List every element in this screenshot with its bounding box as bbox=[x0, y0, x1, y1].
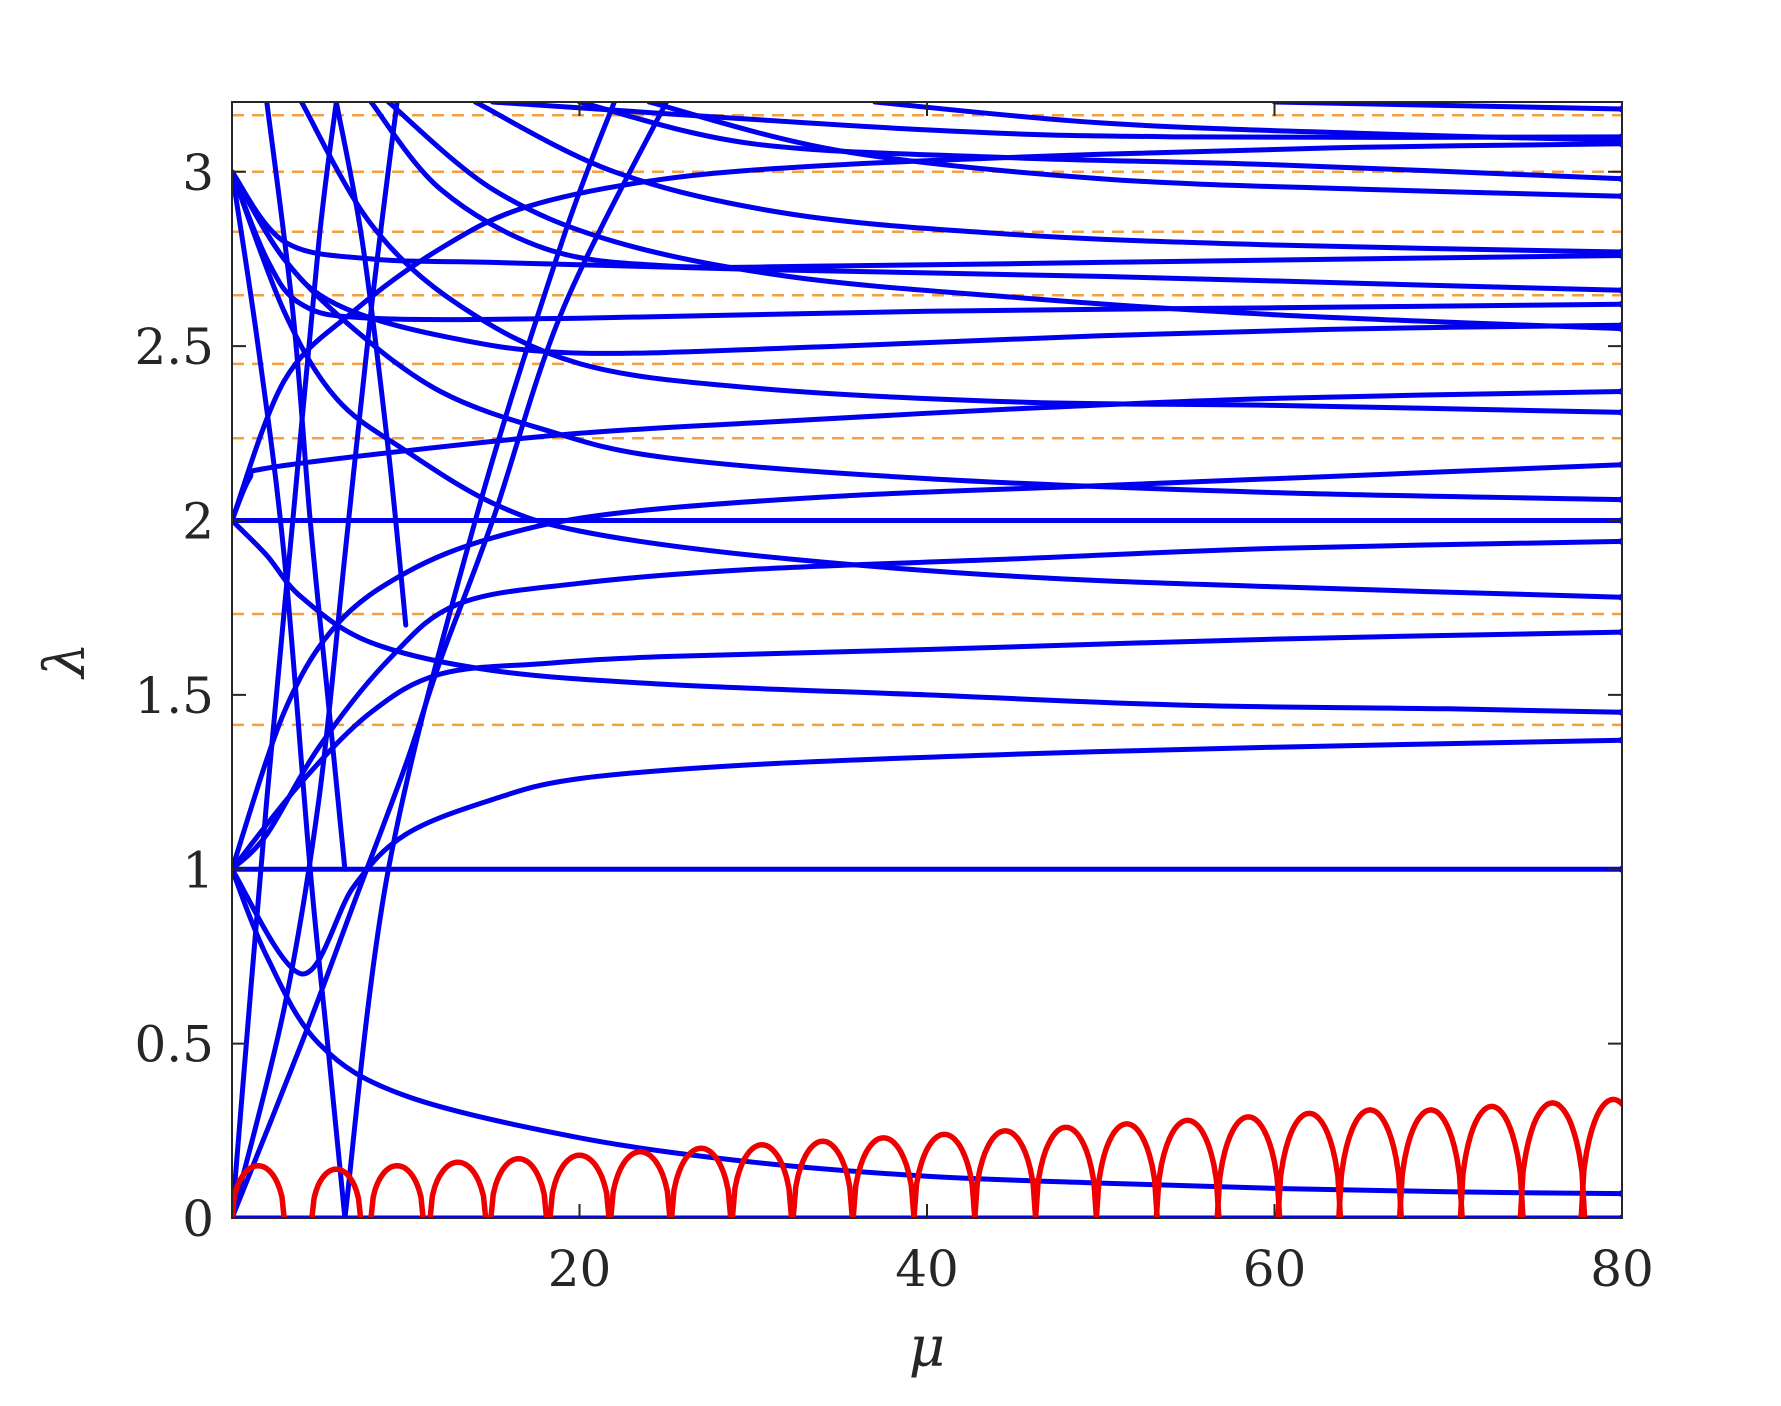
real-eigenvalue-curve-16 bbox=[368, 102, 1622, 270]
real-eigenvalue-curve-18 bbox=[299, 102, 1622, 415]
real-eigenvalue-curve-17 bbox=[472, 102, 1622, 255]
real-eigenvalue-curve-9 bbox=[232, 462, 1622, 872]
complex-eigenvalue-arc-6 bbox=[608, 1148, 673, 1218]
real-eigenvalue-curve-19 bbox=[385, 102, 1622, 332]
y-tick-labels-group: 0 0.5 1 1.5 2 2.5 3 bbox=[134, 144, 214, 1248]
y-tick-label-5: 2.5 bbox=[134, 318, 214, 376]
tick-marks-group bbox=[232, 102, 1623, 1219]
complex-eigenvalue-arc-2 bbox=[368, 1162, 426, 1218]
complex-eigenvalue-arc-9 bbox=[790, 1138, 856, 1218]
real-eigenvalue-curve-26 bbox=[342, 102, 617, 1218]
complex-eigenvalue-arc-5 bbox=[547, 1152, 612, 1218]
real-eigenvalue-curve-30 bbox=[232, 102, 400, 1218]
x-tick-labels-group: 20 40 60 80 bbox=[548, 1240, 1654, 1298]
complex-eigenvalue-arc-18 bbox=[1336, 1107, 1405, 1218]
complex-eigenvalue-arc-0 bbox=[232, 1162, 287, 1218]
complex-eigenvalue-arc-15 bbox=[1153, 1117, 1222, 1218]
x-tick-label-2: 60 bbox=[1243, 1240, 1307, 1298]
real-eigenvalue-curve-20 bbox=[577, 102, 1622, 182]
y-tick-label-6: 3 bbox=[182, 144, 214, 202]
real-eigenvalue-curve-31 bbox=[333, 102, 409, 628]
x-tick-label-3: 80 bbox=[1590, 1240, 1654, 1298]
complex-eigenvalue-arc-8 bbox=[729, 1142, 795, 1218]
complex-eigenvalue-arc-1 bbox=[309, 1166, 364, 1218]
complex-eigenvalue-arc-3 bbox=[427, 1159, 489, 1218]
x-tick-label-0: 20 bbox=[548, 1240, 612, 1298]
real-eigenvalue-curve-5 bbox=[232, 737, 1622, 977]
y-tick-label-1: 0.5 bbox=[134, 1016, 214, 1074]
complex-eigenvalue-arc-21 bbox=[1517, 1100, 1588, 1218]
real-eigenvalue-curves-group bbox=[232, 102, 1622, 1218]
x-axis-label: μ bbox=[909, 1315, 945, 1380]
complex-eigenvalue-arc-12 bbox=[972, 1128, 1039, 1218]
complex-eigenvalue-arc-13 bbox=[1032, 1124, 1100, 1218]
real-eigenvalue-curve-24 bbox=[1272, 102, 1622, 112]
y-axis-label: λ bbox=[33, 642, 98, 680]
real-eigenvalue-curve-28 bbox=[264, 102, 348, 872]
complex-eigenvalue-arc-16 bbox=[1214, 1114, 1283, 1218]
real-eigenvalue-curve-27 bbox=[232, 102, 339, 1218]
real-eigenvalue-curve-10 bbox=[232, 169, 1622, 503]
complex-eigenvalue-arc-4 bbox=[488, 1155, 550, 1218]
y-tick-label-2: 1 bbox=[182, 841, 214, 899]
real-eigenvalue-curve-8 bbox=[232, 169, 1622, 600]
real-eigenvalue-curve-29 bbox=[232, 102, 669, 1218]
complex-eigenvalue-arc-11 bbox=[911, 1131, 978, 1218]
complex-eigenvalue-arc-7 bbox=[668, 1145, 734, 1218]
complex-eigenvalue-arc-14 bbox=[1093, 1121, 1160, 1218]
x-tick-label-1: 40 bbox=[895, 1240, 959, 1298]
real-eigenvalue-curve-25 bbox=[232, 169, 348, 1218]
complex-eigenvalue-arcs-group bbox=[232, 1096, 1622, 1218]
complex-eigenvalue-arc-22 bbox=[1578, 1096, 1622, 1218]
y-tick-label-0: 0 bbox=[182, 1190, 214, 1248]
real-eigenvalue-curve-11 bbox=[232, 389, 1622, 523]
real-eigenvalue-curve-12 bbox=[232, 141, 1622, 523]
complex-eigenvalue-arc-20 bbox=[1457, 1103, 1526, 1218]
real-eigenvalue-curve-21 bbox=[646, 102, 1622, 199]
real-eigenvalue-curve-23 bbox=[490, 102, 1622, 140]
real-eigenvalue-curve-13 bbox=[232, 169, 1622, 356]
y-tick-label-3: 1.5 bbox=[134, 667, 214, 725]
complex-eigenvalue-arc-10 bbox=[850, 1135, 917, 1218]
real-eigenvalue-curve-6 bbox=[232, 629, 1622, 872]
real-eigenvalue-curve-4 bbox=[232, 518, 1622, 715]
complex-eigenvalue-arc-17 bbox=[1275, 1110, 1344, 1218]
y-tick-label-4: 2 bbox=[182, 493, 214, 551]
real-eigenvalue-curve-7 bbox=[232, 538, 1622, 872]
complex-eigenvalue-arc-19 bbox=[1396, 1107, 1465, 1218]
